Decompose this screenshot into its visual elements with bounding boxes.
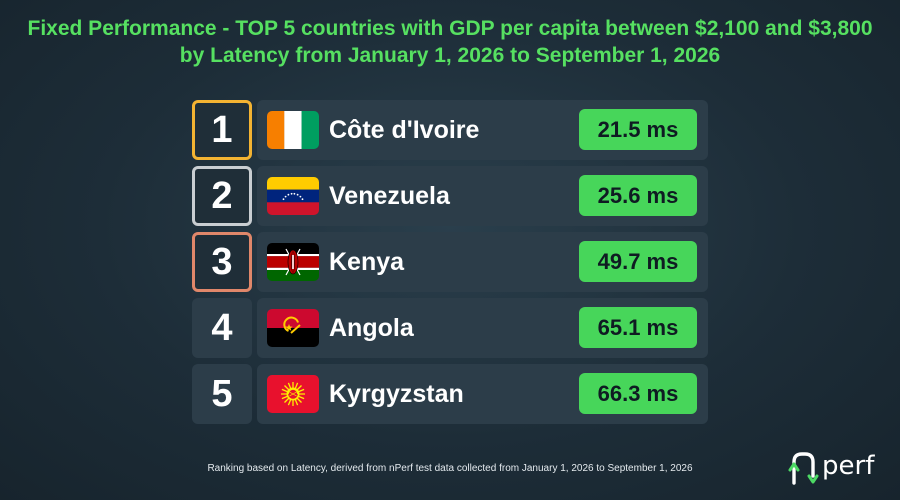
ranking-row-2: 2	[192, 166, 708, 226]
latency-value: 65.1 ms	[579, 307, 697, 348]
ranking-row-1: 1 Côte d'Ivoire 21.5 ms	[192, 100, 708, 160]
kenya-flag-icon	[267, 243, 319, 281]
country-panel: Venezuela 25.6 ms	[257, 166, 708, 226]
rank-badge-silver: 2	[192, 166, 252, 226]
venezuela-flag-icon	[267, 177, 319, 215]
latency-value: 21.5 ms	[579, 109, 697, 150]
rank-badge: 4	[192, 298, 252, 358]
nperf-logo-text: perf	[822, 451, 875, 481]
latency-value: 49.7 ms	[579, 241, 697, 282]
chart-title: Fixed Performance - TOP 5 countries with…	[27, 17, 873, 67]
country-name: Angola	[329, 314, 414, 342]
country-name: Côte d'Ivoire	[329, 116, 480, 144]
ranking-row-3: 3 Kenya 49.7 ms	[192, 232, 708, 292]
rank-badge: 5	[192, 364, 252, 424]
latency-value: 25.6 ms	[579, 175, 697, 216]
country-panel: Angola 65.1 ms	[257, 298, 708, 358]
country-name: Kyrgyzstan	[329, 380, 464, 408]
nperf-logo: perf	[788, 448, 888, 488]
angola-flag-icon	[267, 309, 319, 347]
country-name: Venezuela	[329, 182, 450, 210]
nperf-logo-icon	[788, 452, 819, 485]
ranking-row-5: 5	[192, 364, 708, 424]
cote-divoire-flag-icon	[267, 111, 319, 149]
country-name: Kenya	[329, 248, 405, 276]
country-panel: Kyrgyzstan 66.3 ms	[257, 364, 708, 424]
ranking-row-4: 4 Angola 65.1 ms	[192, 298, 708, 358]
kyrgyzstan-flag-icon	[267, 375, 319, 413]
footnote: Ranking based on Latency, derived from n…	[207, 463, 693, 474]
rank-badge-bronze: 3	[192, 232, 252, 292]
latency-value: 66.3 ms	[579, 373, 697, 414]
country-panel: Kenya 49.7 ms	[257, 232, 708, 292]
rank-badge-gold: 1	[192, 100, 252, 160]
country-panel: Côte d'Ivoire 21.5 ms	[257, 100, 708, 160]
